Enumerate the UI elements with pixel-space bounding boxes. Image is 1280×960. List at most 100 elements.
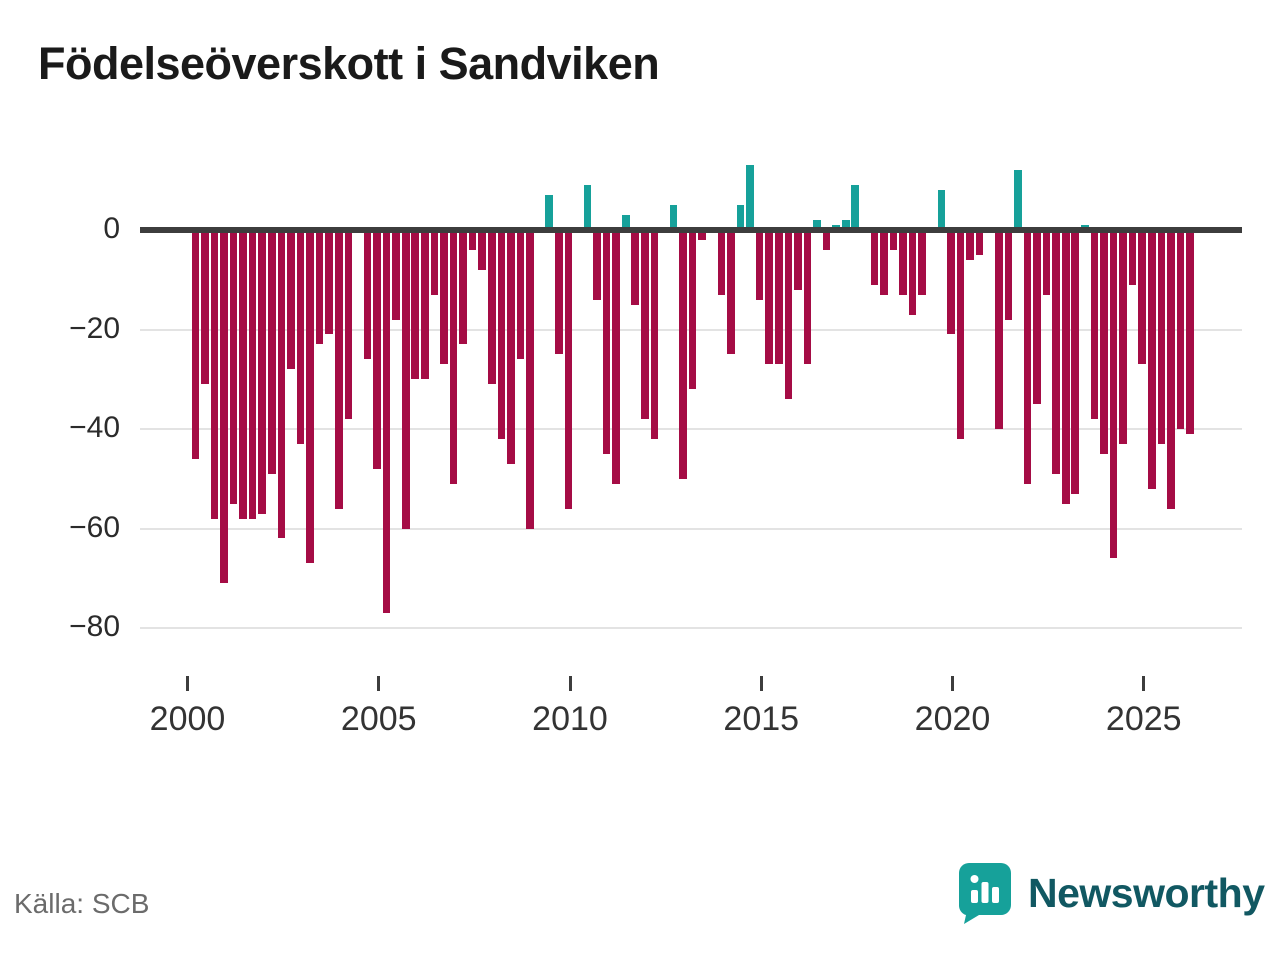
bar-quarter-98 <box>1128 230 1137 285</box>
bar-quarter-52 <box>688 230 697 390</box>
bar-quarter-92 <box>1071 230 1080 494</box>
bar-quarter-31 <box>488 230 496 385</box>
x-axis-label-2025: 2025 <box>1105 700 1182 738</box>
bar-quarter-39 <box>564 230 573 509</box>
y-axis-label: 0 <box>103 212 120 245</box>
bar-quarter-6 <box>248 230 257 519</box>
bar-quarter-25 <box>430 230 439 295</box>
bar-quarter-37 <box>545 195 553 230</box>
bar-quarter-85 <box>1004 230 1013 320</box>
bar-quarter-74 <box>899 230 907 295</box>
bar-quarter-58 <box>746 165 754 230</box>
bar-quarter-56 <box>727 230 735 355</box>
bar-quarter-23 <box>411 230 420 380</box>
bar-quarter-15 <box>334 230 343 509</box>
bar-quarter-76 <box>918 230 927 295</box>
bar-quarter-91 <box>1061 230 1070 504</box>
bar-quarter-22 <box>401 230 410 529</box>
bar-quarter-18 <box>363 230 372 360</box>
bar-quarter-99 <box>1138 230 1147 365</box>
gridline-−80 <box>140 627 1242 629</box>
bar-quarter-100 <box>1148 230 1156 489</box>
bar-quarter-57 <box>736 205 745 230</box>
bar-quarter-0 <box>191 230 200 459</box>
bar-quarter-79 <box>947 230 955 335</box>
y-axis-label: −40 <box>69 411 120 444</box>
bar-quarter-63 <box>794 230 802 290</box>
newsworthy-logo: Newsworthy <box>958 862 1265 924</box>
bar-quarter-68 <box>841 220 850 230</box>
bar-quarter-9 <box>277 230 286 539</box>
bar-quarter-33 <box>507 230 515 464</box>
bar-quarter-24 <box>421 230 429 380</box>
bar-quarter-84 <box>994 230 1003 429</box>
bar-quarter-29 <box>468 230 477 250</box>
bar-quarter-66 <box>822 230 831 250</box>
bar-quarter-4 <box>229 230 238 504</box>
bar-quarter-101 <box>1157 230 1166 444</box>
bar-quarter-96 <box>1109 230 1118 559</box>
y-axis-label: −60 <box>69 510 120 544</box>
x-tick-2000 <box>186 676 189 691</box>
bar-quarter-65 <box>813 220 821 230</box>
x-axis-line <box>140 227 1242 233</box>
y-axis-label: −80 <box>69 610 120 643</box>
bar-quarter-11 <box>296 230 305 444</box>
bar-quarter-44 <box>612 230 620 484</box>
source-label: Källa: SCB <box>14 888 150 919</box>
newsworthy-logo-icon <box>958 863 1011 924</box>
x-axis-label-2005: 2005 <box>340 700 417 738</box>
bar-quarter-90 <box>1052 230 1060 474</box>
bar-quarter-75 <box>908 230 917 315</box>
x-tick-2020 <box>951 676 954 691</box>
bar-quarter-8 <box>268 230 276 474</box>
bar-quarter-14 <box>325 230 333 335</box>
bar-quarter-102 <box>1167 230 1175 509</box>
bar-quarter-62 <box>784 230 793 400</box>
bar-quarter-21 <box>392 230 400 320</box>
bar-quarter-38 <box>554 230 563 355</box>
bar-quarter-12 <box>306 230 314 564</box>
gridline-−60 <box>140 527 1242 530</box>
bar-quarter-86 <box>1014 170 1022 230</box>
bar-quarter-87 <box>1023 230 1032 484</box>
bar-quarter-20 <box>382 230 391 614</box>
bar-quarter-26 <box>440 230 448 365</box>
bar-quarter-30 <box>478 230 487 270</box>
bar-quarter-2 <box>210 230 219 519</box>
bar-quarter-64 <box>803 230 812 365</box>
bar-quarter-73 <box>889 230 898 250</box>
bar-quarter-43 <box>602 230 611 454</box>
bar-quarter-46 <box>631 230 640 305</box>
bar-quarter-35 <box>526 230 534 529</box>
x-axis-label-2020: 2020 <box>914 700 991 738</box>
bar-quarter-61 <box>774 230 783 365</box>
bar-quarter-10 <box>287 230 295 370</box>
bar-quarter-32 <box>497 230 506 439</box>
bar-quarter-88 <box>1033 230 1041 405</box>
bar-quarter-7 <box>258 230 267 514</box>
bar-quarter-42 <box>593 230 601 300</box>
bar-quarter-41 <box>583 185 592 230</box>
bar-quarter-27 <box>449 230 458 484</box>
x-axis-label-2015: 2015 <box>723 700 800 738</box>
bar-quarter-48 <box>650 230 659 439</box>
bar-quarter-59 <box>755 230 764 300</box>
bar-quarter-78 <box>937 190 946 230</box>
gridline-−40 <box>140 428 1242 430</box>
bar-quarter-3 <box>220 230 228 584</box>
bar-quarter-60 <box>765 230 773 365</box>
bar-quarter-45 <box>621 215 630 230</box>
bar-quarter-81 <box>966 230 974 260</box>
bar-quarter-80 <box>956 230 965 439</box>
bar-quarter-13 <box>315 230 324 345</box>
bar-quarter-104 <box>1186 230 1194 434</box>
bar-quarter-34 <box>516 230 525 360</box>
chart-title: Födelseöverskott i Sandviken <box>38 38 660 89</box>
bar-quarter-71 <box>870 230 879 285</box>
bar-quarter-16 <box>344 230 353 420</box>
x-tick-2010 <box>568 676 572 691</box>
bar-quarter-94 <box>1090 230 1099 420</box>
bar-quarter-69 <box>851 185 860 230</box>
